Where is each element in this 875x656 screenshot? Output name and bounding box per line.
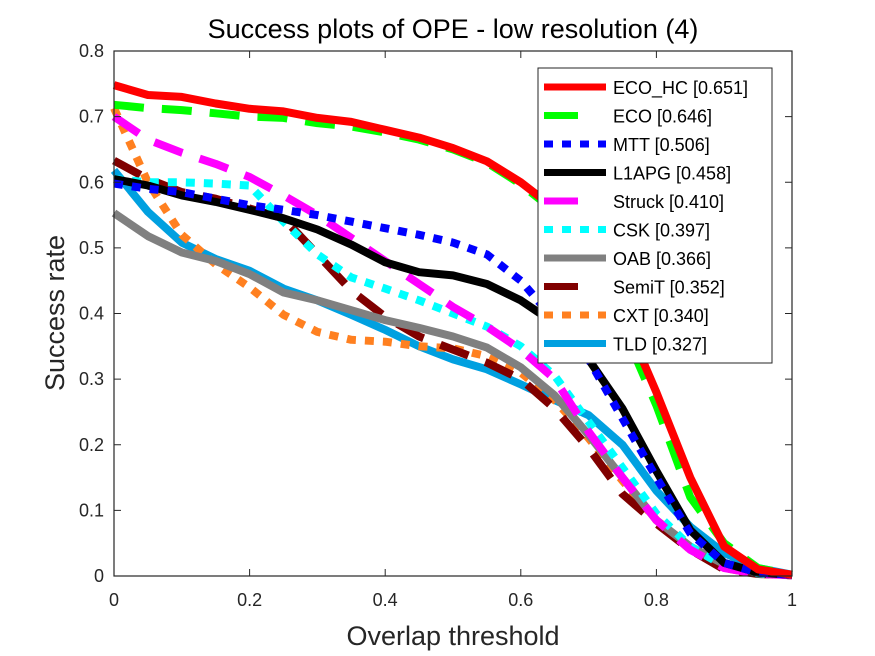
y-tick-label: 0.4 [79,304,104,324]
x-tick-label: 0.2 [237,590,262,610]
legend-entry: ECO [0.646] [544,107,712,127]
y-tick-label: 0.7 [79,107,104,127]
chart-title: Success plots of OPE - low resolution (4… [208,14,699,44]
legend-label: ECO_HC [0.651] [613,78,748,99]
legend-label: Struck [0.410] [613,192,724,212]
legend-label: TLD [0.327] [613,335,707,355]
series-layer [110,81,793,580]
ticks-layer: 0 0.2 0.4 0.6 0.8 1 0 0.1 0.2 0.3 0.4 0.5 0.6 0.7 0.8 [79,41,797,610]
legend-entry: TLD [0.327] [544,335,707,355]
legend-label: CXT [0.340] [613,306,709,326]
x-axis-label: Overlap threshold [346,621,559,651]
series-line-cxt [110,106,793,580]
series-line-csk [113,175,793,580]
legend-label: CSK [0.397] [613,221,710,241]
y-tick-label: 0.8 [79,41,104,61]
x-tick-label: 0 [109,590,119,610]
y-tick-label: 0.3 [79,369,104,389]
legend-entry: Struck [0.410] [544,192,724,212]
x-tick-label: 0.6 [508,590,533,610]
y-tick-label: 0.2 [79,435,104,455]
y-tick-label: 0 [94,566,104,586]
y-tick-label: 0.6 [79,172,104,192]
legend-entry: CXT [0.340] [544,306,709,326]
y-axis-label: Success rate [40,235,70,391]
series-line-mtt [113,179,793,579]
legend-label: SemiT [0.352] [613,278,725,298]
legend-entry: SemiT [0.352] [544,278,725,298]
legend-label: OAB [0.366] [613,249,711,269]
legend-entry: OAB [0.366] [544,249,711,269]
legend: ECO_HC [0.651] ECO [0.646] MTT [0.506] L1AP… [537,67,773,364]
legend-label: MTT [0.506] [613,135,710,155]
y-tick-label: 0.5 [79,238,104,258]
y-tick-label: 0.1 [79,500,104,520]
series-line-struck [111,113,793,580]
legend-label: ECO [0.646] [613,107,712,127]
legend-entry: MTT [0.506] [544,135,710,155]
legend-entry: L1APG [0.458] [544,164,731,184]
legend-entry: ECO_HC [0.651] [544,78,748,99]
x-tick-label: 1 [787,590,797,610]
x-tick-label: 0.8 [644,590,669,610]
legend-label: L1APG [0.458] [613,164,731,184]
x-tick-label: 0.4 [373,590,398,610]
series-line-eco-hc [112,81,793,579]
legend-entry: CSK [0.397] [544,221,710,241]
